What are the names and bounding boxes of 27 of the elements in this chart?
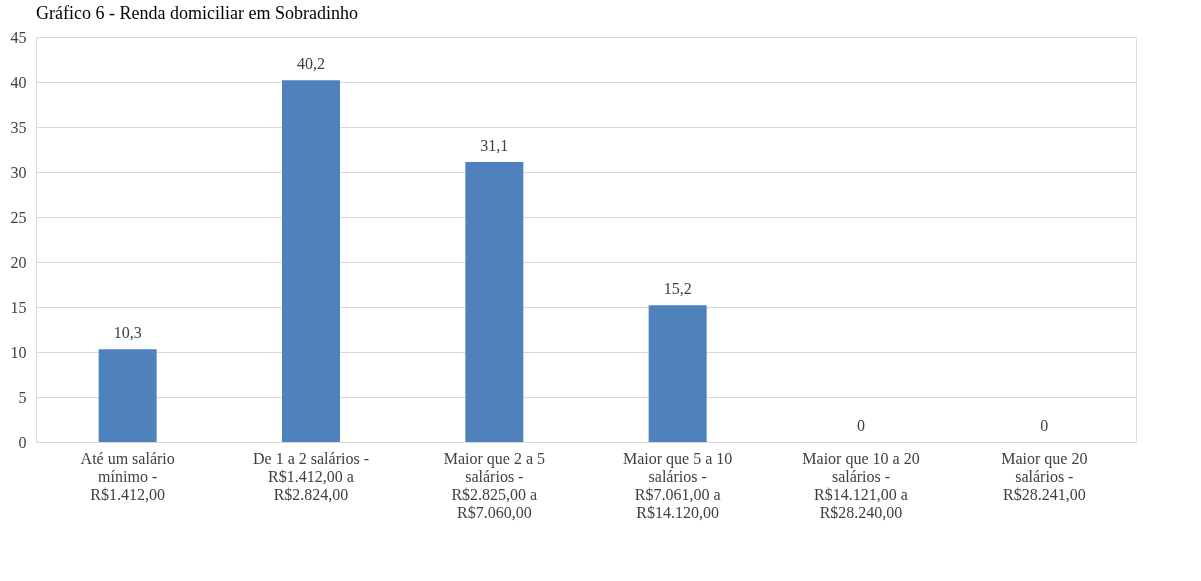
data-label: 0 (1040, 417, 1049, 434)
chart-title: Gráfico 6 - Renda domiciliar em Sobradinho (36, 3, 358, 23)
y-tick-label: 45 (10, 28, 27, 46)
y-tick-label: 30 (10, 163, 27, 181)
x-tick-label: De 1 a 2 salários - R$1.412,00 a R$2.824,00 (253, 449, 369, 503)
bar (465, 162, 524, 442)
x-tick-label: Maior que 20 salários - R$28.241,00 (1001, 449, 1088, 503)
x-tick-label: Maior que 2 a 5 salários - R$2.825,00 a R$7.060,00 (443, 449, 545, 521)
y-tick-label: 5 (18, 388, 27, 406)
y-tick-label: 35 (10, 118, 27, 136)
y-tick-label: 40 (10, 73, 27, 91)
y-tick-label: 15 (10, 298, 27, 316)
data-label: 0 (857, 417, 865, 434)
y-tick-label: 25 (10, 208, 27, 226)
x-tick-label: Maior que 5 a 10 salários - R$7.061,00 a R$14.120,00 (623, 449, 733, 521)
data-label: 10,3 (113, 324, 142, 342)
y-tick-label: 20 (10, 253, 27, 271)
x-tick-label: Até um salário mínimo - R$1.412,00 (80, 449, 175, 503)
y-tick-label: 0 (18, 433, 27, 451)
data-label: 15,2 (663, 280, 692, 298)
bar (648, 305, 707, 442)
x-tick-label: Maior que 10 a 20 salários - R$14.121,00 a R$28.240,00 (802, 449, 920, 521)
data-label: 40,2 (297, 55, 325, 73)
data-label: 31,1 (480, 137, 509, 155)
bar (98, 349, 157, 442)
y-tick-label: 10 (10, 343, 27, 361)
bar (282, 80, 340, 442)
